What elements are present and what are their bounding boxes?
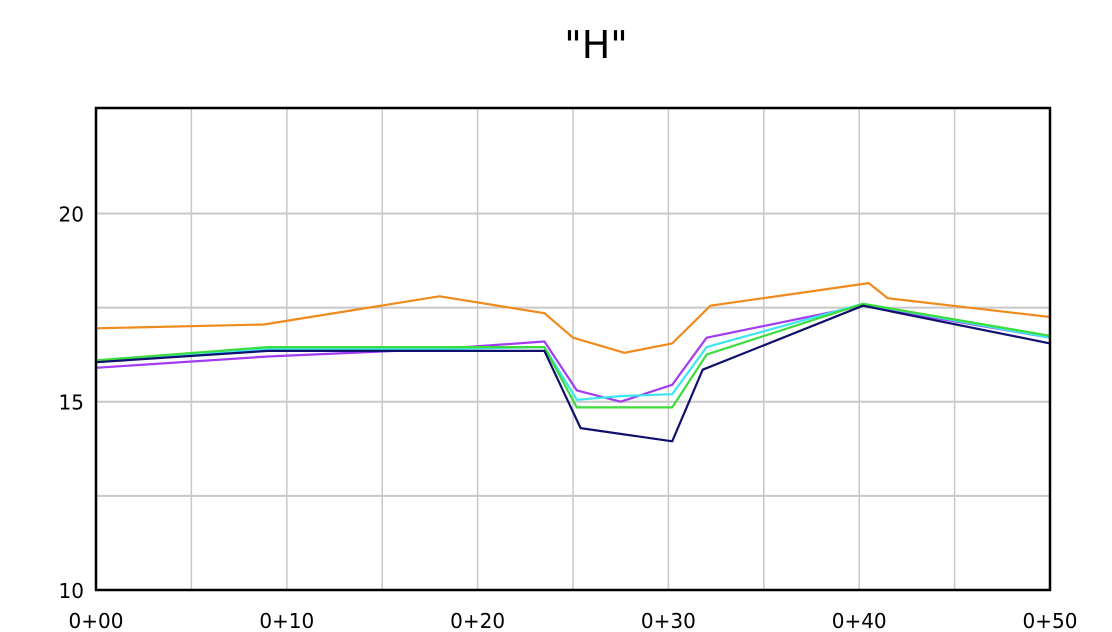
series-line-2 [95, 304, 1051, 403]
plot-frame [94, 106, 1052, 592]
x-tick-label: 0+10 [259, 609, 314, 632]
x-tick-label: 0+50 [1023, 609, 1078, 632]
x-tick-label: 0+40 [832, 609, 887, 632]
y-tick-label: 15 [59, 391, 84, 415]
x-tick-label: 0+20 [450, 609, 505, 632]
series-line-4 [95, 302, 1051, 409]
x-tick-labels: 0+00 0+10 0+20 0+30 0+40 0+50 [69, 609, 1078, 632]
x-tick-label: 0+00 [69, 609, 124, 632]
y-tick-label: 10 [59, 579, 84, 603]
series-line-3 [95, 302, 1051, 401]
y-tick-labels: 10 15 20 [59, 202, 84, 603]
series-line-5 [95, 304, 1051, 443]
y-tick-label: 20 [59, 202, 84, 226]
chart-title: "H" [564, 23, 628, 67]
series-line-1 [95, 282, 1051, 354]
x-tick-label: 0+30 [641, 609, 696, 632]
series-lines [95, 282, 1051, 443]
